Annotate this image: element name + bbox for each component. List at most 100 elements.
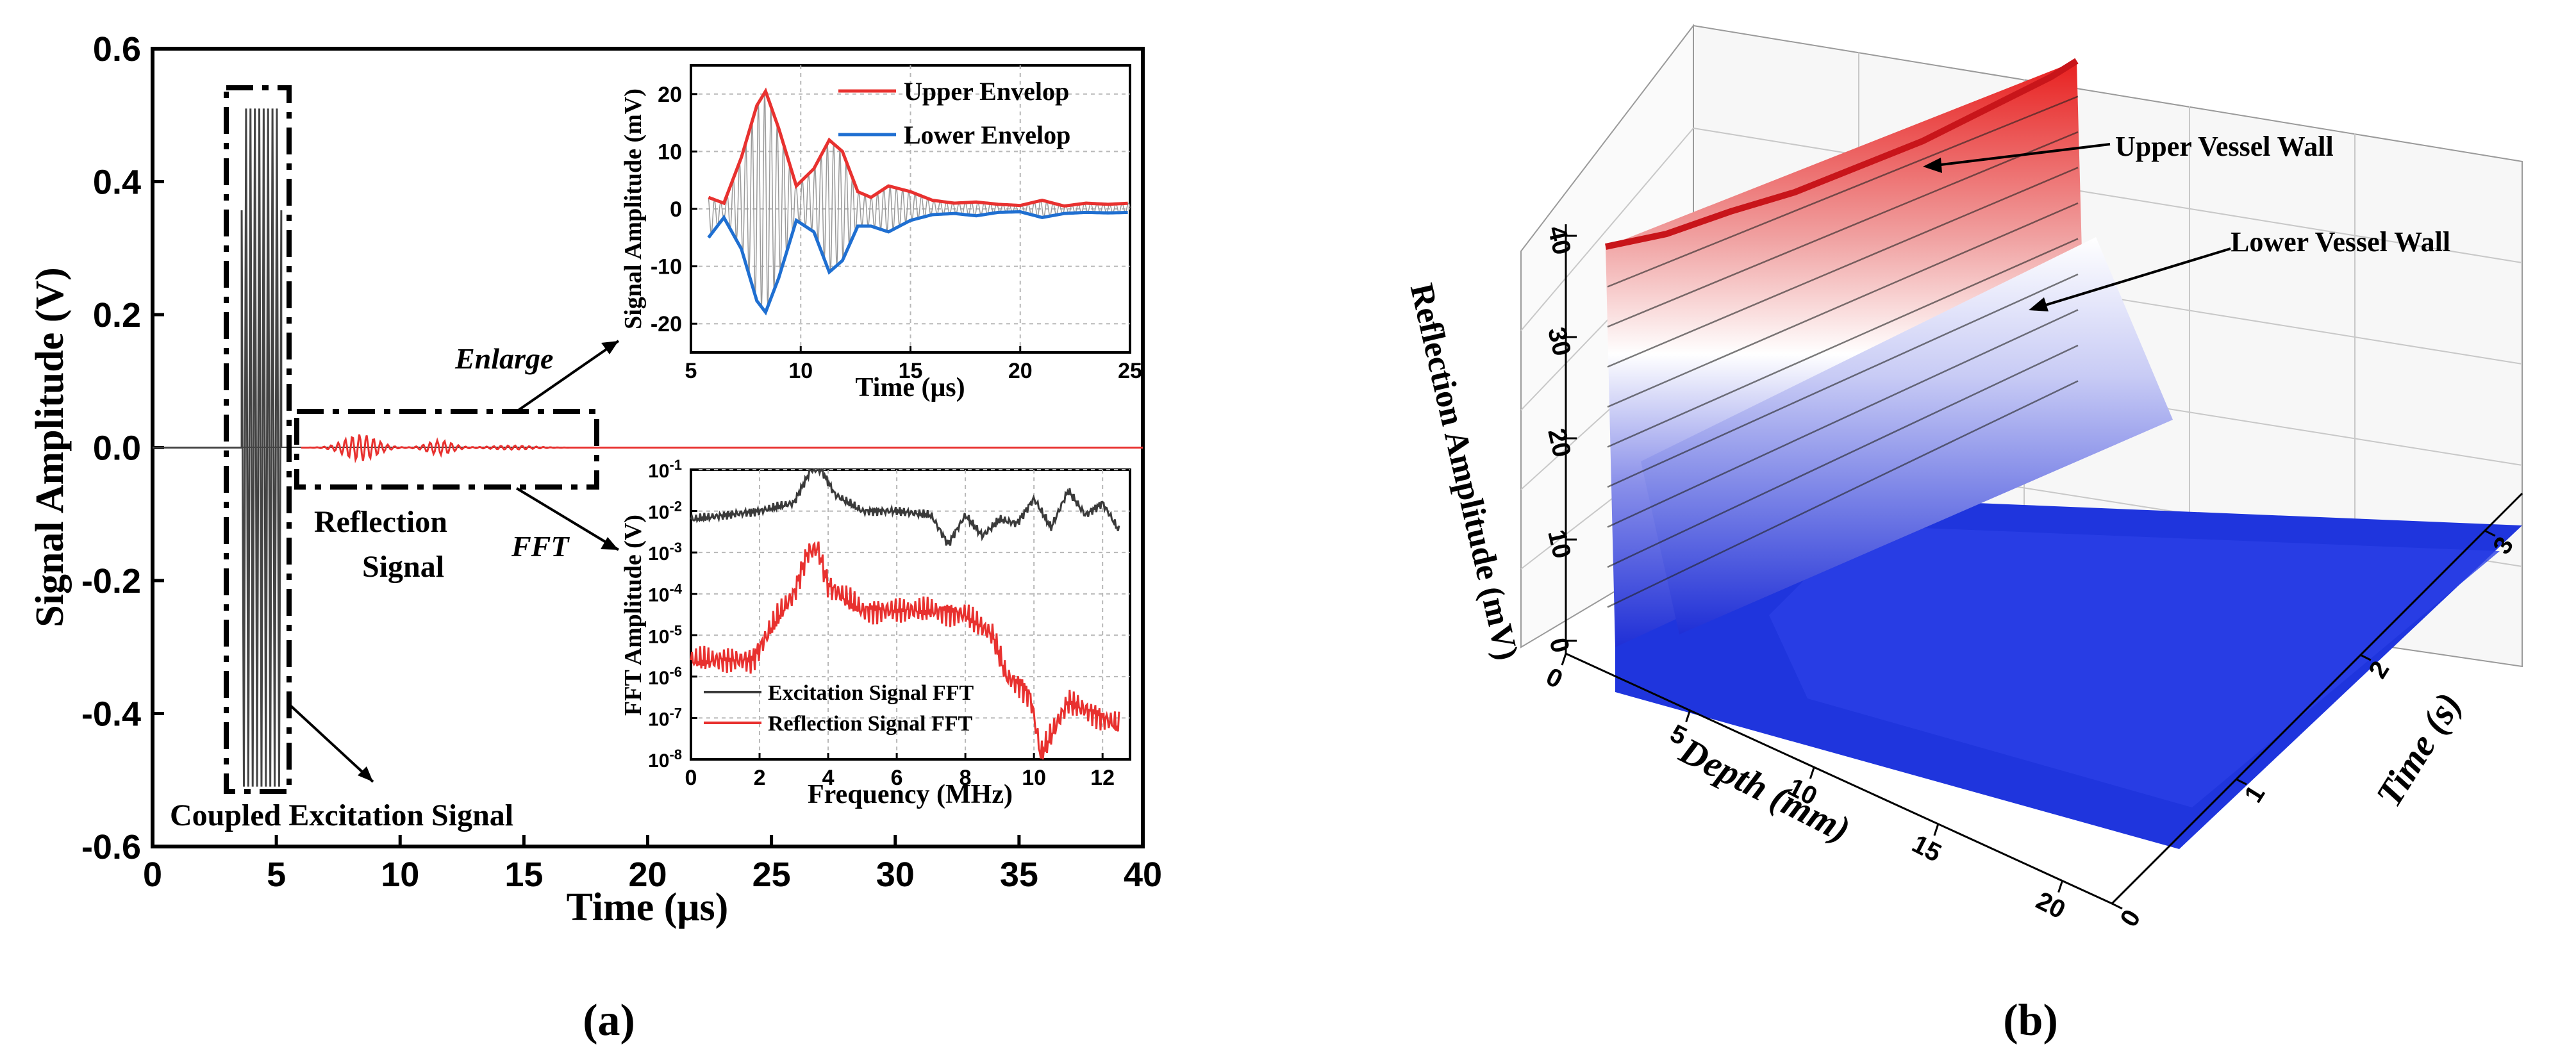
fft-y-tick-label: 10-3: [648, 540, 682, 565]
legend-lower-envelop-label: Lower Envelop: [904, 120, 1070, 149]
envelope-x-tick-label: 20: [1008, 359, 1033, 383]
main-x-tick-label: 15: [504, 855, 543, 894]
surface-floor-texture: [1769, 525, 2500, 807]
excitation-arrowhead: [358, 766, 373, 782]
depth-tick-label: 20: [2032, 886, 2070, 924]
lower-envelop-line: [707, 210, 1128, 316]
excitation-label: Coupled Excitation Signal: [170, 798, 513, 832]
time-axis-line: [2111, 492, 2523, 905]
time-tick-mark: [2360, 654, 2372, 661]
surface-contour-line: [1607, 202, 2079, 408]
fft-y-tick-label: 10-8: [648, 747, 682, 772]
fft-y-axis-label: FFT Amplitude (V): [620, 515, 647, 716]
main-y-tick-label: 0.0: [93, 429, 141, 468]
surface-contour-line: [1607, 95, 2079, 288]
z-tick-label: 0: [1544, 635, 1575, 656]
fft-inset: 0 2 4 6 8 10 12 10-1 10-2 10-3 10-4 10-5 10-6 10-7 10-…: [620, 457, 1131, 809]
surface-upper-wall-crest: [1604, 58, 2079, 250]
excitation-box: [224, 85, 292, 794]
fft-x-tick-label: 0: [685, 766, 697, 790]
surface-contour-line: [1607, 273, 2079, 488]
fft-ticks: 0 2 4 6 8 10 12 10-1 10-2 10-3 10-4 10-5 10-6 10-7 10-…: [648, 457, 1115, 790]
envelope-inset: 5 10 15 20 25 20 10 0 -10 -20 Time (μs) Signal Am…: [620, 64, 1142, 402]
lower-wall-label: Lower Vessel Wall: [2231, 226, 2450, 258]
envelope-grid: [691, 65, 1130, 352]
depth-tick-mark: [1685, 710, 1691, 723]
envelope-series: [707, 87, 1128, 316]
envelope-x-tick-label: 25: [1118, 359, 1142, 383]
enlarge-arrowhead: [601, 341, 619, 354]
surface-contour-line: [1607, 238, 2079, 448]
upper-envelop-line: [708, 87, 1128, 208]
excitation-signal-line: [153, 108, 283, 787]
upper-wall-label: Upper Vessel Wall: [2115, 131, 2334, 162]
main-y-tick-label: 0.4: [93, 163, 141, 202]
main-x-tick-label: 20: [628, 855, 667, 894]
main-series: [153, 108, 1143, 787]
surface-contour-line: [1607, 167, 2079, 368]
depth-tick-mark: [1809, 766, 1815, 779]
surface-contour-line: [1607, 131, 2079, 328]
main-x-tick-label: 35: [1000, 855, 1038, 894]
z-tick-label: 20: [1542, 425, 1576, 459]
depth-tick-mark: [1933, 823, 1940, 836]
envelope-x-tick-label: 10: [788, 359, 813, 383]
main-y-axis-label: Signal Amplitude (V): [28, 267, 72, 627]
depth-tick-mark: [1561, 653, 1567, 666]
fft-x-tick-label: 8: [960, 766, 972, 790]
upper-wall-arrowhead: [1923, 158, 1942, 173]
time-tick-mark: [2484, 529, 2496, 537]
main-y-tick-label: 0.2: [93, 296, 141, 335]
upper-wall-arrow: [1935, 143, 2111, 167]
lower-wall-arrow: [2041, 247, 2231, 308]
enlarge-label: Enlarge: [454, 342, 553, 375]
surface-contour-line: [1607, 380, 2079, 608]
lower-wall-arrowhead: [2029, 297, 2048, 311]
fft-x-tick-label: 10: [1022, 766, 1046, 790]
reflection-label-line2: Signal: [362, 550, 444, 584]
envelope-y-axis-label: Signal Amplitude (mV): [620, 88, 647, 329]
fft-x-axis-label: Frequency (MHz): [808, 780, 1013, 809]
caption-b: (b): [2003, 996, 2058, 1045]
enlarge-arrow: [515, 340, 620, 413]
fft-x-tick-label: 6: [891, 766, 903, 790]
main-x-tick-label: 0: [143, 855, 162, 894]
reflection-signal-line: [301, 434, 1143, 463]
excitation-fft-line: [690, 468, 1120, 546]
time-tick-label: 0: [2115, 905, 2146, 932]
surface-lower-wall: [1641, 237, 2173, 634]
time-tick-mark: [2111, 902, 2123, 910]
z-tick-label: 10: [1542, 527, 1576, 561]
z-tick-label: 40: [1542, 223, 1576, 257]
reflection-fft-line: [690, 541, 1120, 760]
fft-y-tick-label: 10-1: [648, 457, 682, 482]
main-x-axis-label: Time (μs): [567, 886, 729, 929]
main-y-tick-label: -0.6: [81, 828, 141, 866]
fft-label: FFT: [511, 530, 570, 563]
envelope-y-tick-label: 20: [658, 83, 682, 107]
envelope-x-axis-label: Time (μs): [855, 373, 965, 402]
envelope-x-tick-label: 15: [899, 359, 923, 383]
envelope-ticks: 5 10 15 20 25 20 10 0 -10 -20: [651, 83, 1142, 383]
time-axis-label: Time (s): [2368, 685, 2470, 814]
reflection-label-line1: Reflection: [314, 505, 447, 539]
fft-x-tick-label: 2: [754, 766, 766, 790]
time-tick-mark: [2236, 778, 2247, 786]
depth-tick-label: 0: [1541, 663, 1567, 694]
surface-grid-h2: [1520, 128, 1694, 331]
main-x-tick-label: 40: [1124, 855, 1162, 894]
main-y-tick-label: -0.4: [81, 695, 141, 734]
fft-y-tick-label: 10-4: [648, 581, 683, 606]
legend-excitation-fft-label: Excitation Signal FFT: [768, 681, 974, 705]
envelope-y-tick-label: 0: [670, 197, 682, 222]
fft-y-tick-label: 10-5: [648, 622, 682, 647]
main-x-ticks: 0 5 10 15 20 25 30 35 40: [143, 835, 1162, 894]
main-x-tick-label: 10: [381, 855, 419, 894]
fft-series: [690, 468, 1120, 760]
excitation-arrow: [288, 704, 374, 783]
envelope-x-tick-label: 5: [685, 359, 697, 383]
fft-x-tick-label: 12: [1090, 766, 1115, 790]
caption-a: (a): [583, 996, 635, 1045]
